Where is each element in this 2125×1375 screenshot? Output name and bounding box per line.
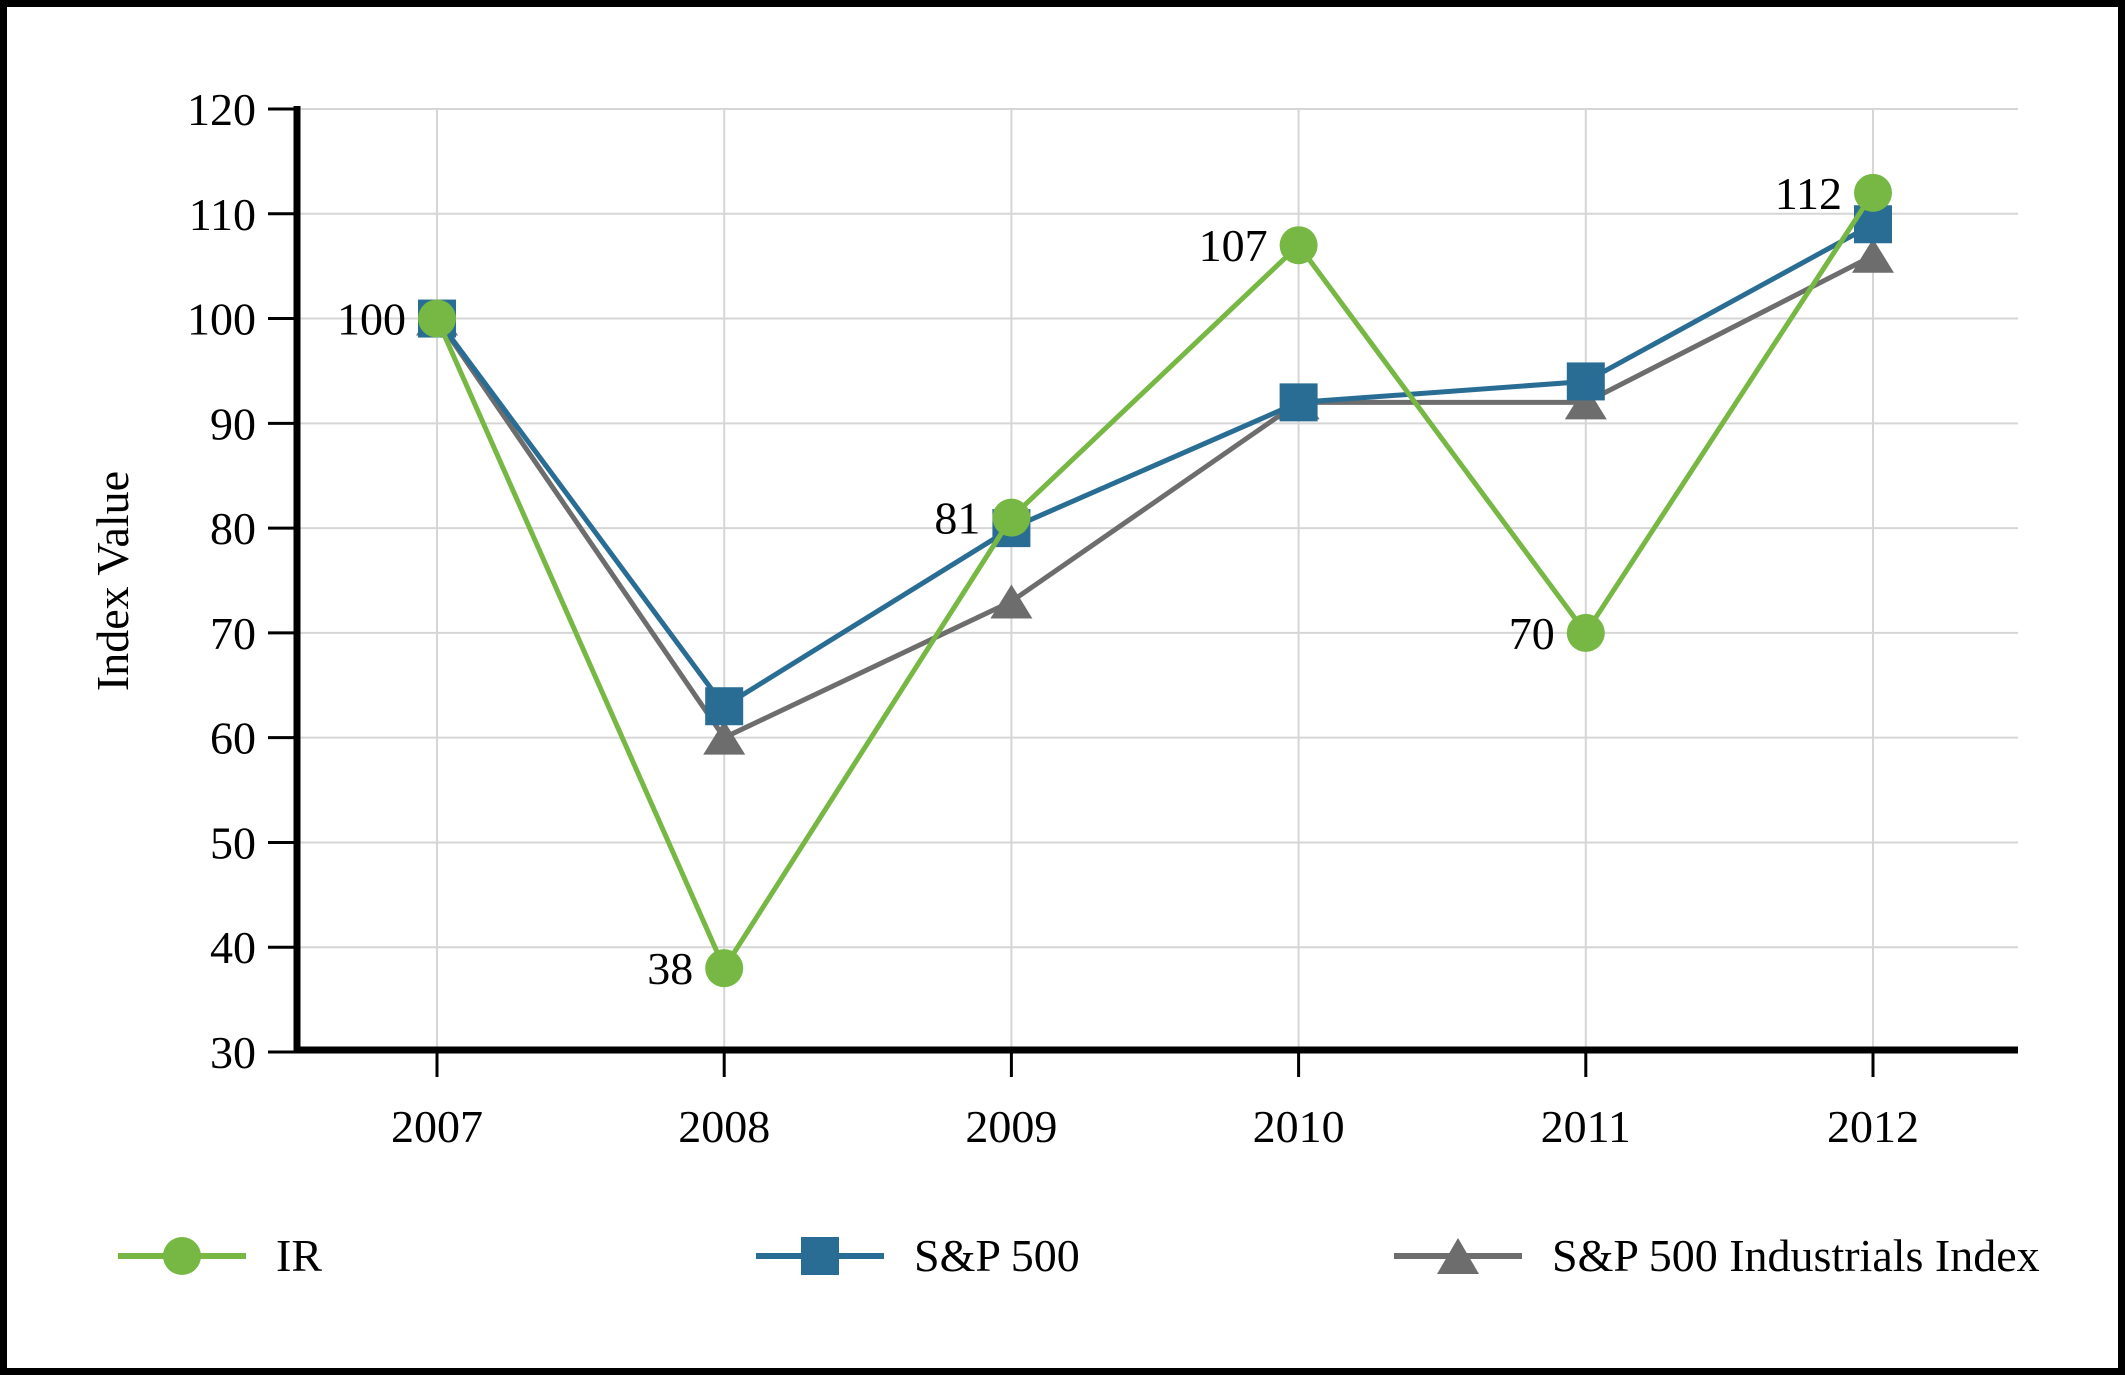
- y-tick-label: 50: [210, 817, 256, 868]
- legend-item-ir: IR: [118, 1232, 322, 1280]
- x-tick-label: 2011: [1541, 1101, 1631, 1152]
- legend-marker-triangle-icon: [1394, 1238, 1522, 1274]
- data-point-square: [705, 687, 744, 726]
- y-axis-title: Index Value: [87, 471, 138, 691]
- data-point-label: 81: [934, 493, 980, 544]
- data-point-label: 107: [1199, 220, 1268, 271]
- data-point-triangle: [703, 720, 746, 755]
- legend-label-ir: IR: [276, 1230, 322, 1281]
- y-tick-label: 60: [210, 713, 256, 764]
- legend-marker-circle-icon: [118, 1237, 246, 1275]
- series-line: [434, 253, 1875, 741]
- data-point-triangle: [1852, 238, 1894, 273]
- y-tick-label: 70: [210, 608, 256, 659]
- gridlines: [297, 108, 2018, 1049]
- axes: 30 40 50 60 70 80 90 100 110 120 2007 2008 2009 2010 2…: [187, 84, 2018, 1152]
- y-tick-label: 30: [210, 1027, 256, 1078]
- data-point-label: 100: [337, 294, 406, 345]
- legend-item-sp500-industrials: S&P 500 Industrials Index: [1394, 1232, 2040, 1280]
- data-point-label: 112: [1775, 168, 1842, 219]
- data-point-square: [1279, 383, 1318, 422]
- y-tick-label: 120: [187, 84, 256, 135]
- y-tick-label: 90: [210, 398, 256, 449]
- data-point-circle: [418, 299, 456, 338]
- data-point-circle: [1854, 173, 1892, 212]
- x-tick-label: 2009: [965, 1101, 1057, 1152]
- data-point-label: 38: [647, 943, 693, 994]
- data-point-label: 70: [1509, 608, 1555, 659]
- data-point-circle: [1566, 613, 1605, 652]
- x-tick-label: 2010: [1253, 1101, 1345, 1152]
- data-point-circle: [992, 498, 1031, 537]
- x-tick-label: 2012: [1827, 1101, 1919, 1152]
- legend-label-sp500-industrials: S&P 500 Industrials Index: [1552, 1230, 2040, 1281]
- y-tick-label: 80: [210, 503, 256, 554]
- data-point-square: [1566, 362, 1605, 401]
- x-tick-label: 2008: [678, 1101, 770, 1152]
- series-circle: 100 38 81 107 70 112: [337, 168, 1892, 994]
- legend-item-sp500: S&P 500: [756, 1232, 1080, 1280]
- data-point-circle: [1279, 226, 1318, 265]
- series-line: [434, 191, 1876, 974]
- data-point-triangle: [1564, 385, 1607, 420]
- y-tick-label: 110: [189, 189, 256, 240]
- legend-marker-square-icon: [756, 1237, 884, 1275]
- data-point-circle: [705, 949, 744, 988]
- x-tick-label: 2007: [391, 1101, 483, 1152]
- y-tick-label: 40: [210, 922, 256, 973]
- legend-label-sp500: S&P 500: [914, 1230, 1080, 1281]
- series-line: [434, 222, 1875, 710]
- series-square: [418, 205, 1892, 726]
- chart-legend: IR S&P 500 S&P 500 Industrials Index: [0, 1232, 2125, 1292]
- y-tick-label: 100: [187, 294, 256, 345]
- data-point-triangle: [990, 584, 1033, 619]
